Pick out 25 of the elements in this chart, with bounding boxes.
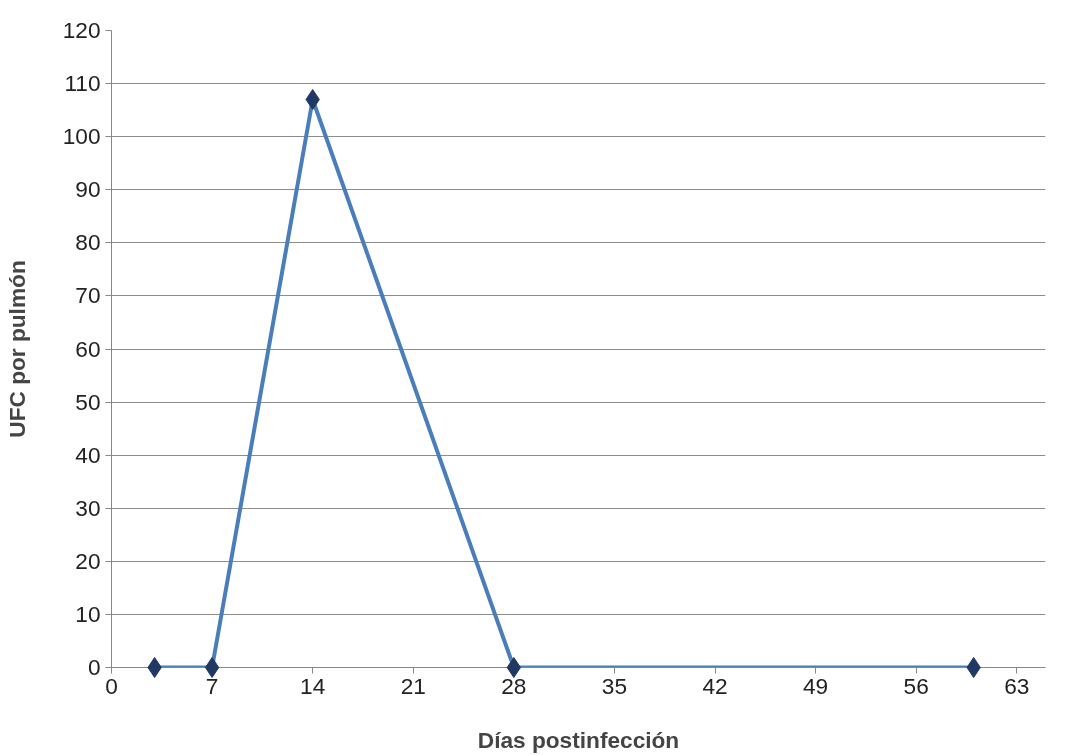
x-tick-label: 56 [903, 672, 929, 699]
x-tick-label: 7 [205, 672, 219, 699]
y-tick-label: 50 [75, 388, 101, 415]
y-tick-label: 90 [75, 176, 101, 203]
y-tick-label: 100 [62, 123, 101, 150]
x-axis-title: Días postinfección [477, 726, 680, 753]
y-axis-title: UFC por pulmón [3, 260, 30, 438]
x-tick-label: 35 [601, 672, 628, 699]
y-tick-label: 0 [87, 654, 101, 680]
y-tick-label: 110 [64, 70, 101, 97]
y-tick-label: 30 [75, 494, 101, 521]
x-tick-label: 63 [1004, 672, 1030, 699]
x-tick-label: 0 [105, 672, 118, 699]
y-tick-label: 60 [75, 335, 101, 362]
x-tick-label: 21 [400, 672, 426, 699]
x-tick-label: 14 [300, 672, 326, 699]
x-tick-label: 42 [702, 672, 728, 699]
y-tick-label: 10 [75, 600, 101, 627]
x-tick-label: 28 [501, 672, 527, 699]
y-tick-label: 20 [75, 547, 101, 574]
x-tick-label: 49 [802, 672, 829, 699]
y-tick-label: 70 [75, 282, 101, 309]
y-tick-label: 40 [75, 441, 101, 468]
y-tick-label: 120 [62, 17, 101, 43]
y-tick-label: 80 [75, 229, 101, 256]
